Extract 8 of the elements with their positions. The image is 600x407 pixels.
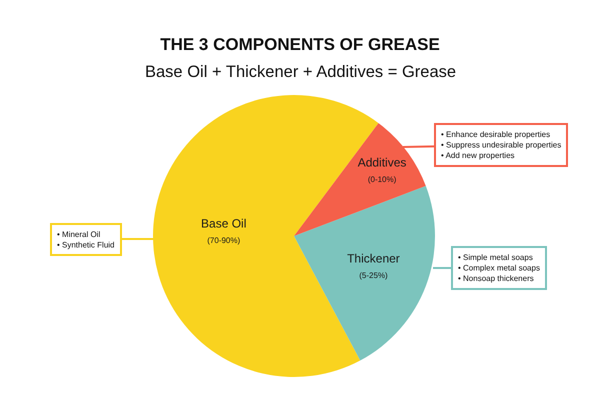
slice-label: Base Oil (70-90%) [201, 216, 246, 245]
slice-label: Additives (0-10%) [358, 155, 406, 184]
slice-label: Thickener (5-25%) [347, 252, 400, 280]
chart-title: THE 3 COMPONENTS OF GREASE [160, 34, 440, 54]
chart-subtitle: Base Oil + Thickener + Additives = Grease [145, 63, 456, 81]
text: • Simple metal soaps • Complex metal soaps • Nonsoap thickeners [458, 253, 540, 283]
text: • Mineral Oil • Synthetic Fluid [57, 230, 114, 250]
text: • Enhance desirable properties • Suppress undesirable properties • Add new properties [441, 130, 562, 160]
